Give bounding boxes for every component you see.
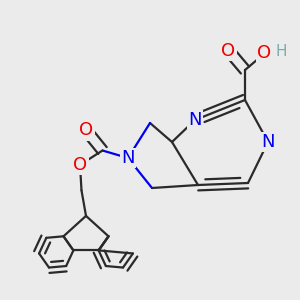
Text: N: N (188, 111, 202, 129)
Text: O: O (73, 156, 87, 174)
Text: H: H (275, 44, 287, 59)
Text: N: N (121, 149, 135, 167)
Text: N: N (261, 133, 275, 151)
Text: O: O (79, 121, 93, 139)
Text: O: O (257, 44, 272, 62)
Text: O: O (221, 41, 236, 59)
